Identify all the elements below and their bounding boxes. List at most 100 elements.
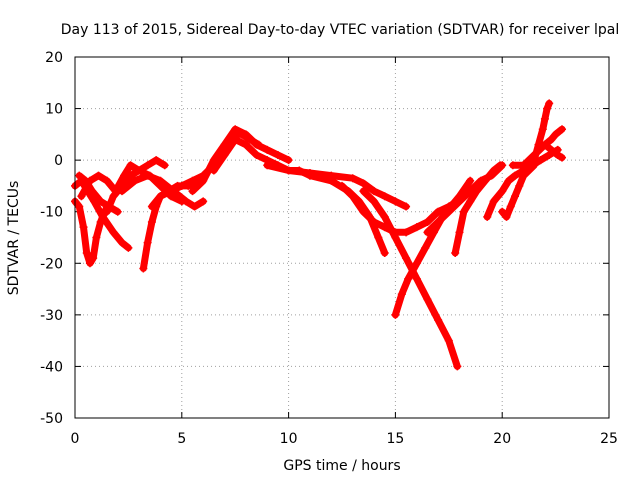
data-point xyxy=(498,207,507,216)
series-trace xyxy=(338,182,461,236)
data-point xyxy=(498,187,507,196)
data-point xyxy=(519,171,528,180)
data-point xyxy=(75,171,84,180)
data-point xyxy=(466,197,475,206)
data-point xyxy=(508,161,517,170)
data-point xyxy=(370,197,379,206)
data-point xyxy=(380,248,389,257)
x-axis-label: GPS time / hours xyxy=(283,458,400,474)
data-point xyxy=(284,156,293,165)
data-point xyxy=(551,130,560,139)
data-point xyxy=(348,174,357,183)
data-point xyxy=(135,166,144,175)
y-tick-label: -50 xyxy=(40,411,63,427)
data-point xyxy=(402,254,411,263)
data-point xyxy=(483,212,492,221)
data-point xyxy=(423,228,432,237)
data-point xyxy=(89,254,98,263)
series-trace xyxy=(263,161,410,211)
series-trace xyxy=(189,125,293,195)
series-sat-l xyxy=(305,171,389,257)
data-point xyxy=(511,192,520,201)
data-point xyxy=(380,192,389,201)
data-point xyxy=(263,145,272,154)
data-point xyxy=(391,197,400,206)
y-tick-label: -30 xyxy=(40,308,63,324)
data-point xyxy=(263,161,272,170)
data-point xyxy=(421,243,430,252)
data-point xyxy=(143,161,152,170)
data-point xyxy=(402,202,411,211)
data-point xyxy=(241,130,250,139)
y-tick-label: 0 xyxy=(54,153,63,169)
data-point xyxy=(199,197,208,206)
data-point xyxy=(338,181,346,190)
data-point xyxy=(540,140,549,149)
data-point xyxy=(252,150,261,159)
plot-frame xyxy=(74,56,610,419)
data-point xyxy=(519,161,528,170)
data-point xyxy=(79,223,88,232)
series-trace xyxy=(71,197,111,267)
data-point xyxy=(423,218,432,227)
data-point xyxy=(472,187,481,196)
data-point xyxy=(77,192,86,201)
data-point xyxy=(374,233,383,242)
data-point xyxy=(466,176,475,185)
data-point xyxy=(241,140,250,149)
data-point xyxy=(380,212,389,221)
y-tick-label: -40 xyxy=(40,359,63,375)
series-sat-u xyxy=(530,99,554,165)
data-point xyxy=(455,228,464,237)
data-point xyxy=(231,125,240,134)
data-point xyxy=(481,176,490,185)
data-point xyxy=(188,176,197,185)
data-point xyxy=(305,171,314,180)
data-point xyxy=(92,233,101,242)
data-point xyxy=(103,207,112,216)
data-point xyxy=(412,274,421,283)
series-sat-i xyxy=(188,125,293,196)
data-point xyxy=(156,192,165,201)
data-point xyxy=(156,176,165,185)
y-tick-label: 20 xyxy=(45,50,63,66)
data-point xyxy=(489,197,498,206)
data-point xyxy=(109,228,118,237)
data-point xyxy=(511,171,520,180)
data-point xyxy=(82,248,91,257)
data-point xyxy=(547,145,556,154)
data-point xyxy=(391,233,400,242)
data-point xyxy=(451,248,460,257)
x-tick-label: 5 xyxy=(177,431,186,447)
x-tick-label: 0 xyxy=(71,431,80,447)
data-point xyxy=(391,310,400,319)
y-tick-label: -20 xyxy=(40,256,63,272)
data-point xyxy=(538,125,547,134)
data-point xyxy=(444,336,453,345)
data-point xyxy=(85,259,94,268)
data-point xyxy=(96,218,105,227)
data-point xyxy=(558,153,567,162)
axis-ticks: 0 5 10 15 20 25 20 10 0 -10 -20 -30 -40 -50 xyxy=(40,50,618,447)
data-point xyxy=(489,166,498,175)
data-point xyxy=(143,171,152,180)
data-point xyxy=(220,150,229,159)
data-point xyxy=(423,295,432,304)
data-point xyxy=(515,181,524,190)
data-point xyxy=(160,161,169,170)
data-point xyxy=(453,362,462,371)
series-sat-q xyxy=(451,161,505,257)
series-sat-m xyxy=(338,181,462,237)
data-point xyxy=(506,202,515,211)
data-point xyxy=(359,187,368,196)
data-point xyxy=(434,207,443,216)
data-point xyxy=(412,259,421,268)
data-point xyxy=(231,135,240,144)
data-point xyxy=(273,150,282,159)
data-point xyxy=(109,192,118,201)
data-point xyxy=(96,197,105,206)
data-point xyxy=(444,207,453,216)
data-point xyxy=(543,104,552,113)
data-point xyxy=(397,290,406,299)
